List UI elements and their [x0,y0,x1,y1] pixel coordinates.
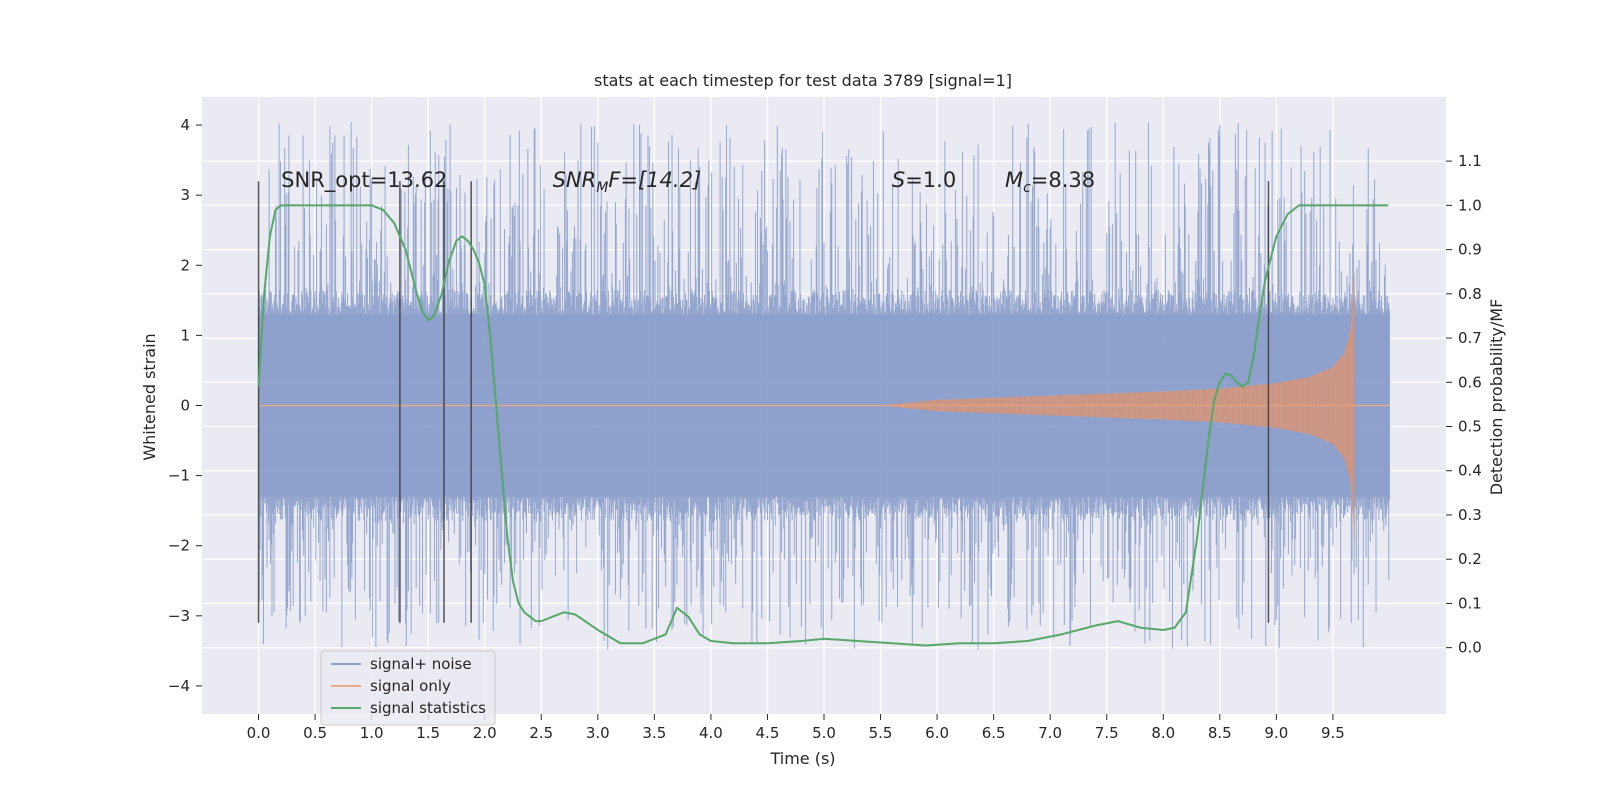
legend-label-noise: signal+ noise [370,655,472,673]
legend-box [320,650,496,726]
y2-axis-ticks: 1.1 1.0 0.9 0.8 0.7 0.6 0.5 0.4 0.3 0.2 0.1 0.0 [1446,152,1482,657]
annotation-2: S=1.0 [892,168,956,192]
y-tick-label-8: −4 [168,677,190,695]
y-tick-label-4: 0 [180,397,190,415]
y-tick-label-6: −2 [168,537,190,555]
x-axis-ticks: 0.0 0.5 1.0 1.5 2.0 2.5 3.0 3.5 4.0 4.5 5.0 5.5 6.0 6… [247,714,1345,742]
x-tick-label-9: 4.5 [756,724,780,742]
x-tick-label-15: 7.5 [1095,724,1119,742]
x-tick-label-14: 7.0 [1038,724,1062,742]
y-tick-label-7: −3 [168,607,190,625]
x-tick-label-8: 4.0 [699,724,723,742]
series-signal-only [258,272,1390,539]
signal-oscillation [882,272,1355,539]
y2-tick-label-11: 0.0 [1458,639,1482,657]
legend-label-signal: signal only [370,677,451,695]
y2-tick-label-7: 0.4 [1458,462,1482,480]
x-tick-label-4: 2.0 [473,724,497,742]
y2-tick-label-6: 0.5 [1458,418,1482,436]
x-tick-label-18: 9.0 [1264,724,1288,742]
y2-tick-label-5: 0.6 [1458,373,1482,391]
annotation-3: Mc=8.38 [1005,168,1095,196]
annotation-1: SNRMF=[14.2] [553,168,702,196]
x-axis-title: Time (s) [769,749,835,768]
vertical-markers [257,181,1270,623]
y-tick-label-2: 2 [180,256,190,274]
y2-tick-label-0: 1.1 [1458,152,1482,170]
annotation-0: SNR_opt=13.62 [281,168,447,193]
x-tick-label-0: 0.0 [247,724,271,742]
x-tick-label-16: 8.0 [1151,724,1175,742]
y2-tick-label-4: 0.7 [1458,329,1482,347]
y-tick-label-1: 3 [180,186,190,204]
series-signal-statistics [257,204,1389,647]
legend: signal+ noise signal only signal statist… [320,650,496,726]
y-tick-label-5: −1 [168,467,190,485]
x-tick-label-6: 3.0 [586,724,610,742]
y-tick-label-3: 1 [180,326,190,344]
y2-tick-label-10: 0.1 [1458,594,1482,612]
annotations: SNR_opt=13.62 SNRMF=[14.2] S=1.0 Mc=8.38 [281,168,1095,196]
x-tick-label-3: 1.5 [416,724,440,742]
y2-tick-label-1: 1.0 [1458,196,1482,214]
x-tick-label-10: 5.0 [812,724,836,742]
x-tick-label-7: 3.5 [642,724,666,742]
x-tick-label-2: 1.0 [360,724,384,742]
y-axis-ticks: 4 3 2 1 0 −1 −2 −3 −4 [168,116,202,695]
x-tick-label-1: 0.5 [303,724,327,742]
y2-tick-label-9: 0.2 [1458,550,1482,568]
stats-line [257,204,1389,647]
y2-axis-title: Detection probability/MF [1487,299,1506,496]
y2-tick-label-2: 0.9 [1458,241,1482,259]
y2-tick-label-3: 0.8 [1458,285,1482,303]
x-tick-label-13: 6.5 [982,724,1006,742]
legend-label-stats: signal statistics [370,699,486,717]
y2-tick-label-8: 0.3 [1458,506,1482,524]
x-tick-label-11: 5.5 [869,724,893,742]
y-tick-label-0: 4 [180,116,190,134]
x-tick-label-19: 9.5 [1321,724,1345,742]
chart-title: stats at each timestep for test data 378… [594,71,1012,90]
x-tick-label-12: 6.0 [925,724,949,742]
x-tick-label-17: 8.5 [1208,724,1232,742]
y-axis-title: Whitened strain [140,333,159,460]
x-tick-label-5: 2.5 [529,724,553,742]
